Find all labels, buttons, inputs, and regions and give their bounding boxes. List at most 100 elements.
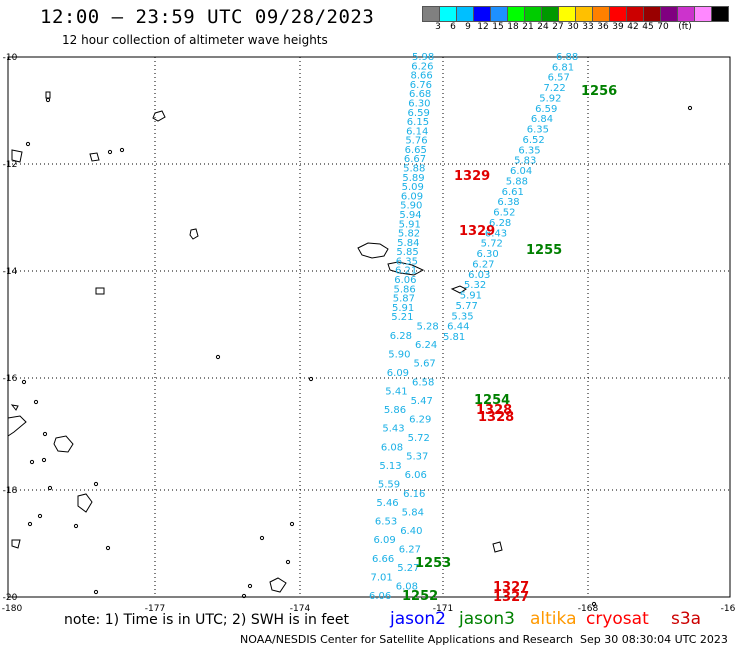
wave-height-value: 6.57	[548, 73, 570, 84]
island-outline	[269, 577, 287, 593]
wave-height-value: 6.40	[400, 526, 422, 537]
wave-height-value: 5.86	[393, 284, 415, 295]
islet-outline	[25, 141, 31, 147]
satellite-name-altika: altika	[530, 609, 577, 629]
wave-height-value: 6.04	[510, 166, 532, 177]
wave-height-value: 6.66	[372, 554, 394, 565]
wave-height-value: 5.89	[402, 173, 424, 184]
wave-height-value: 6.53	[375, 517, 397, 528]
islet-outline	[27, 521, 33, 527]
wave-height-value: 6.30	[408, 98, 430, 109]
wave-height-value: 5.47	[411, 396, 433, 407]
wave-height-value: 5.83	[514, 156, 536, 167]
wave-height-value: 5.94	[399, 210, 421, 221]
wave-height-value: 6.59	[535, 104, 557, 115]
wave-height-value: 6.24	[415, 340, 437, 351]
wave-height-value: 5.98	[412, 52, 434, 63]
wave-height-value: 6.30	[476, 249, 498, 260]
wave-height-value: 6.08	[381, 442, 403, 453]
satellite-name-s3a: s3a	[671, 609, 702, 629]
islet-outline	[41, 457, 47, 463]
wave-height-value: 6.26	[411, 61, 433, 72]
wave-height-value: 6.52	[523, 135, 545, 146]
wave-height-value: 5.76	[405, 136, 427, 147]
pass-time-label: 1255	[526, 243, 562, 258]
islet-outline	[93, 481, 99, 487]
wave-height-value: 6.06	[405, 470, 427, 481]
wave-height-value: 6.35	[527, 125, 549, 136]
wave-height-value: 6.59	[408, 108, 430, 119]
legend-label: 21	[522, 22, 534, 32]
satellite-name-cryosat: cryosat	[586, 609, 649, 629]
pass-time-label: 1329	[454, 169, 490, 184]
legend-swatch	[711, 6, 729, 22]
wave-height-value: 6.65	[405, 145, 427, 156]
wave-height-value: 6.52	[493, 208, 515, 219]
islet-outline	[289, 521, 295, 527]
wave-height-value: 6.44	[447, 322, 469, 333]
wave-height-value: 6.88	[556, 52, 578, 63]
islet-outline	[73, 523, 79, 529]
island-outline	[492, 541, 503, 553]
wave-height-value: 5.90	[388, 349, 410, 360]
island-outline	[77, 493, 93, 513]
wave-height-value: 8.66	[411, 71, 433, 82]
wave-height-value: 5.67	[414, 359, 436, 370]
island-outline	[189, 228, 199, 240]
wave-height-value: 5.91	[399, 219, 421, 230]
island-outline	[89, 152, 100, 162]
wave-height-value: 6.09	[401, 191, 423, 202]
footnote: note: 1) Time is in UTC; 2) SWH is in fe…	[64, 612, 350, 628]
island-outline	[11, 539, 21, 549]
wave-height-value: 6.38	[497, 197, 519, 208]
pass-time-label: 1253	[415, 556, 451, 571]
wave-height-value: 6.84	[531, 114, 553, 125]
islet-outline	[308, 376, 314, 382]
islet-outline	[105, 545, 111, 551]
wave-height-value: 6.03	[468, 270, 490, 281]
wave-height-value: 6.08	[396, 582, 418, 593]
wave-height-value: 5.85	[396, 247, 418, 258]
color-legend	[422, 6, 729, 22]
satellite-name-jason2: jason2	[390, 609, 446, 629]
legend-label: 36	[597, 22, 609, 32]
islet-outline	[247, 583, 253, 589]
legend-label: 33	[582, 22, 594, 32]
credit-line: NOAA/NESDIS Center for Satellite Applica…	[240, 633, 574, 646]
wave-height-value: 6.76	[410, 80, 432, 91]
wave-height-value: 5.27	[397, 563, 419, 574]
wave-height-value: 6.27	[399, 545, 421, 556]
wave-height-value: 6.35	[518, 145, 540, 156]
lon-tick-label: -168	[578, 604, 599, 614]
wave-height-value: 5.81	[443, 332, 465, 343]
legend-label: 24	[537, 22, 549, 32]
legend-label: 3	[435, 22, 441, 32]
wave-height-value: 6.09	[387, 368, 409, 379]
wave-height-value: 5.41	[385, 387, 407, 398]
wave-height-value: 5.82	[398, 229, 420, 240]
wave-height-value: 5.43	[382, 424, 404, 435]
wave-height-value: 6.61	[502, 187, 524, 198]
island-outline	[7, 415, 27, 437]
lat-tick-label: -20	[3, 593, 18, 603]
pass-time-label: 1252	[402, 589, 438, 604]
islet-outline	[285, 559, 291, 565]
legend-label: 45	[642, 22, 654, 32]
pass-time-label: 1327	[493, 580, 529, 595]
wave-height-value: 6.27	[472, 259, 494, 270]
islet-outline	[119, 147, 125, 153]
legend-label: 15	[492, 22, 504, 32]
map-frame	[7, 56, 731, 598]
wave-height-value: 6.81	[552, 62, 574, 73]
lat-tick-label: -12	[3, 160, 18, 170]
legend-label: 9	[465, 22, 471, 32]
pass-time-label: 1328	[476, 403, 512, 418]
islet-outline	[259, 535, 265, 541]
wave-height-value: 5.13	[379, 461, 401, 472]
lat-tick-label: -14	[3, 267, 18, 277]
wave-height-value: 5.91	[460, 291, 482, 302]
island-outline	[45, 91, 51, 99]
wave-height-value: 6.58	[412, 377, 434, 388]
lon-tick-label: -171	[433, 604, 453, 614]
